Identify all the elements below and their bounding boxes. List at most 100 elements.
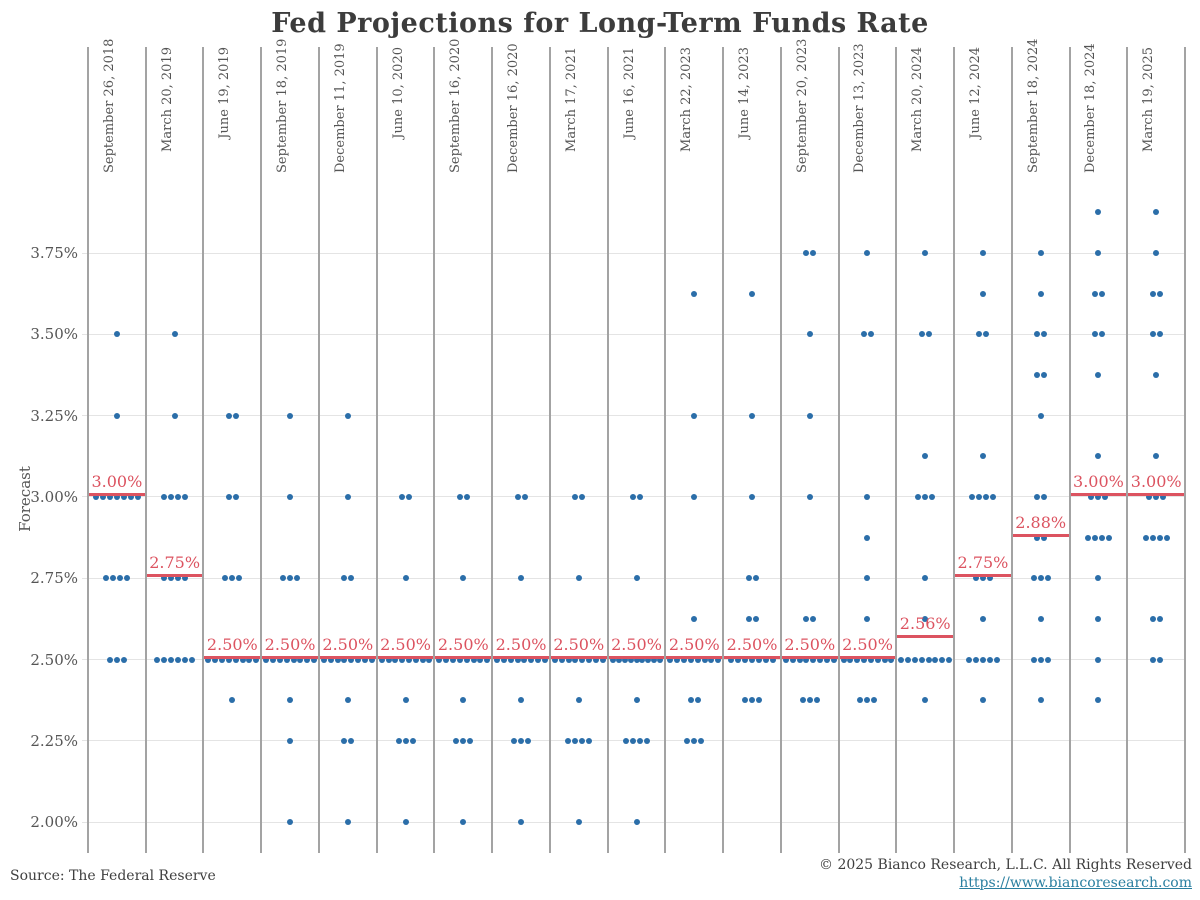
- median-label: 2.50%: [553, 634, 605, 654]
- dot: [1088, 493, 1095, 500]
- column-separator: [1184, 47, 1187, 853]
- dot: [507, 656, 514, 663]
- median-label: 2.50%: [784, 634, 836, 654]
- median-label: 2.50%: [668, 634, 720, 654]
- median-line: [666, 655, 723, 659]
- dot: [823, 656, 830, 663]
- median-line: [781, 655, 838, 659]
- dot: [1156, 534, 1163, 541]
- dot: [810, 615, 817, 622]
- dot: [922, 575, 929, 582]
- dot: [276, 656, 283, 663]
- dot: [1149, 615, 1156, 622]
- dot: [1160, 493, 1167, 500]
- dot: [796, 656, 803, 663]
- date-label: September 16, 2020: [448, 38, 464, 173]
- dot: [1034, 534, 1041, 541]
- dot: [1149, 290, 1156, 297]
- dot: [803, 615, 810, 622]
- column-separator: [837, 47, 840, 853]
- date-label: March 22, 2023: [679, 47, 695, 152]
- dot: [287, 412, 294, 419]
- gridline: [82, 415, 1186, 417]
- dot: [117, 575, 124, 582]
- column-separator: [606, 47, 609, 853]
- dot: [972, 575, 979, 582]
- dot: [341, 656, 348, 663]
- dot: [922, 697, 929, 704]
- dot: [175, 575, 182, 582]
- median-line: [724, 655, 780, 659]
- column-separator: [87, 47, 89, 853]
- median-label: 2.56%: [899, 614, 951, 634]
- dot: [874, 656, 881, 663]
- dot: [355, 656, 362, 663]
- dot: [168, 575, 175, 582]
- dot: [518, 697, 525, 704]
- dot: [881, 656, 888, 663]
- dot: [92, 493, 99, 500]
- date-label: December 13, 2023: [852, 43, 868, 173]
- dot: [470, 656, 477, 663]
- dot: [969, 493, 976, 500]
- dot: [687, 656, 694, 663]
- dot: [246, 656, 253, 663]
- dot: [1156, 331, 1163, 338]
- dot: [715, 656, 722, 663]
- dot: [789, 656, 796, 663]
- dot: [287, 819, 294, 826]
- dot: [113, 412, 120, 419]
- dot: [1095, 493, 1102, 500]
- dot: [860, 331, 867, 338]
- y-axis-tick: 2.25%: [30, 731, 78, 750]
- dot: [521, 656, 528, 663]
- dot: [979, 290, 986, 297]
- dot: [939, 656, 946, 663]
- website-link[interactable]: https://www.biancoresearch.com: [959, 875, 1192, 891]
- dot: [864, 615, 871, 622]
- column-separator: [317, 47, 320, 853]
- dot: [127, 493, 134, 500]
- dot: [511, 737, 518, 744]
- dot: [806, 493, 813, 500]
- dot: [810, 656, 817, 663]
- median-label: 3.00%: [91, 471, 143, 491]
- dot: [463, 493, 470, 500]
- dot: [1142, 534, 1149, 541]
- dot: [623, 737, 630, 744]
- date-label: June 19, 2019: [217, 47, 233, 139]
- dot: [1091, 331, 1098, 338]
- median-label: 2.75%: [957, 553, 1009, 573]
- dot: [979, 656, 986, 663]
- dot: [154, 656, 161, 663]
- dot: [1153, 453, 1160, 460]
- dot: [535, 656, 542, 663]
- dot: [586, 656, 593, 663]
- dot: [735, 656, 741, 663]
- dot: [1041, 493, 1048, 500]
- dot: [453, 737, 460, 744]
- dot: [799, 697, 806, 704]
- median-line: [319, 655, 376, 659]
- column-separator: [375, 47, 378, 853]
- dot: [1095, 209, 1102, 216]
- dot: [171, 412, 178, 419]
- dot: [684, 737, 691, 744]
- column-separator: [144, 47, 147, 853]
- dot: [171, 331, 178, 338]
- dot: [694, 697, 701, 704]
- date-label: June 12, 2024: [967, 47, 983, 139]
- dot: [749, 412, 755, 419]
- dot: [1037, 250, 1044, 256]
- dot: [925, 331, 932, 338]
- dot: [327, 656, 334, 663]
- dot: [633, 575, 640, 582]
- dot: [1098, 290, 1105, 297]
- dot: [558, 656, 565, 663]
- column-separator: [953, 47, 956, 853]
- dot: [579, 737, 586, 744]
- dot: [813, 697, 820, 704]
- dot: [756, 697, 762, 704]
- dot: [1098, 534, 1105, 541]
